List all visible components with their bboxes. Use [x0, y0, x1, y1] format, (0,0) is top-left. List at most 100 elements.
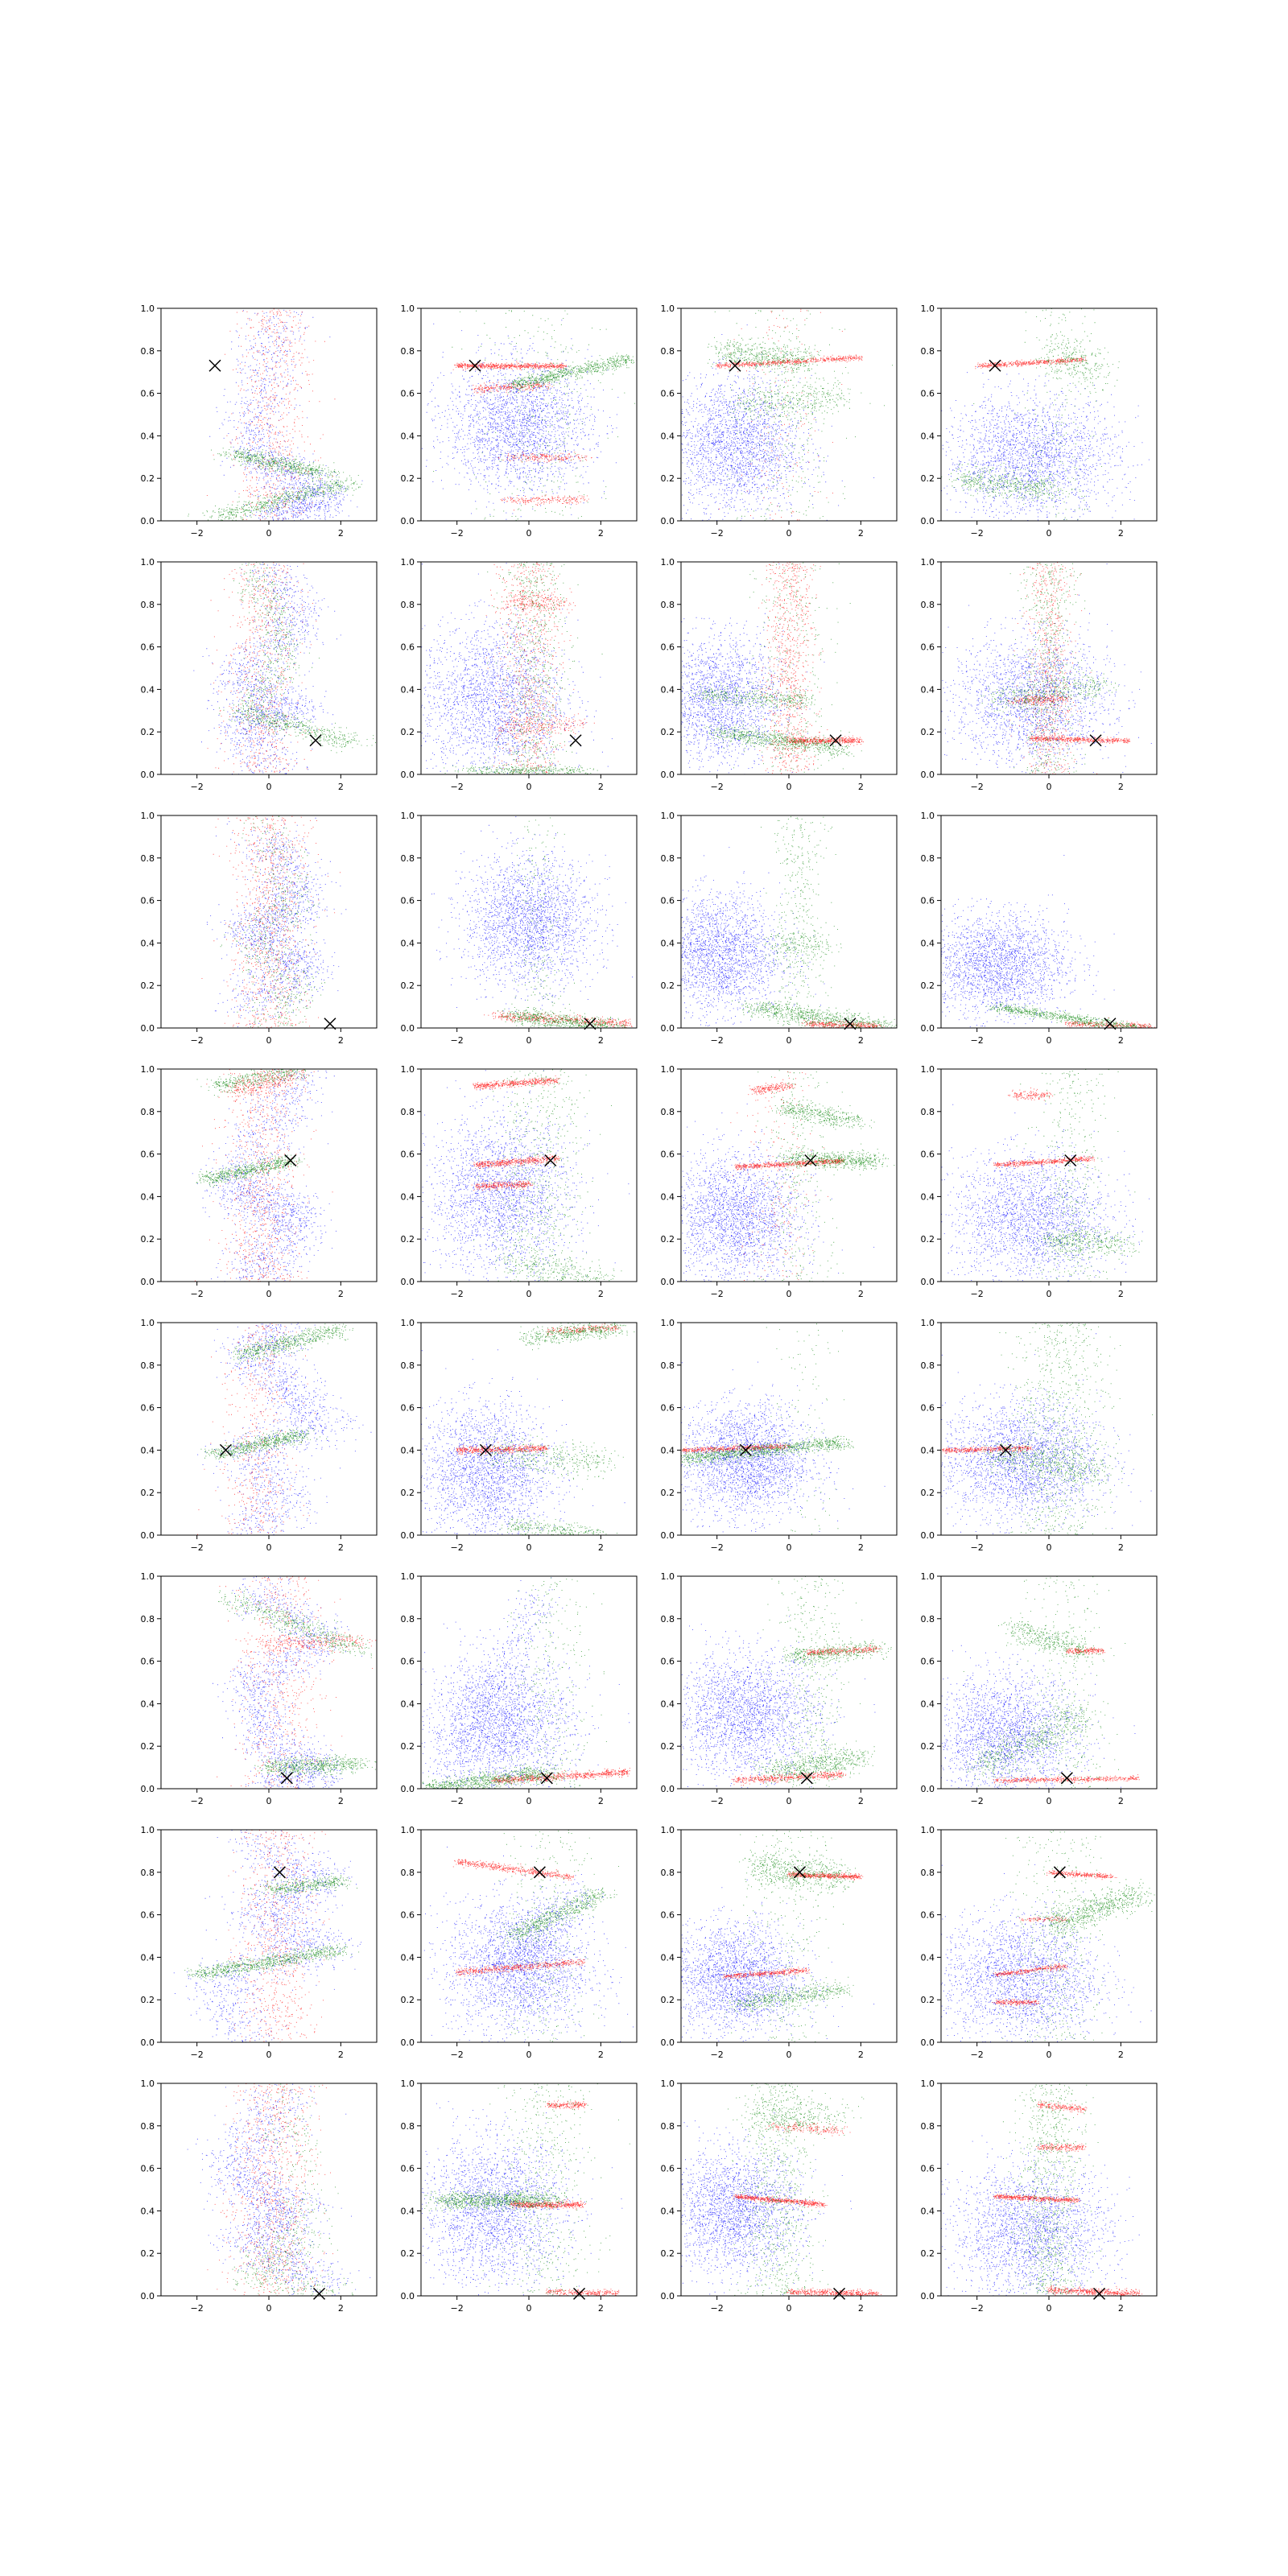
x-tick-label: −2 [191, 2303, 204, 2314]
x-tick-label: −2 [191, 1289, 204, 1299]
scatter-points [758, 562, 864, 775]
x-tick-label: 0 [786, 1289, 792, 1299]
y-tick-label: 1.0 [401, 2079, 415, 2089]
x-tick-label: −2 [191, 1035, 204, 1046]
subplot-r2-c3: −2 0 20.00.20.40.60.81.0 [661, 557, 898, 792]
subplot-r3-c4: −2 0 20.00.20.40.60.81.0 [921, 811, 1158, 1046]
subplot-r6-c1: −2 0 20.00.20.40.60.81.0 [141, 1571, 378, 1806]
y-tick-label: 0.4 [661, 1699, 675, 1709]
points-group [941, 1576, 1140, 1790]
x-tick-label: 0 [526, 782, 532, 792]
x-marker [834, 2288, 845, 2299]
x-tick-label: −2 [711, 2050, 724, 2060]
x-tick-label: 2 [858, 1542, 864, 1553]
scatter-points [941, 359, 1150, 521]
x-tick-label: 0 [266, 2303, 272, 2314]
x-marker [794, 1867, 805, 1878]
y-tick-label: 0.8 [661, 1868, 675, 1878]
x-tick-label: −2 [451, 528, 464, 539]
x-marker [281, 1773, 292, 1784]
y-tick-label: 0.8 [141, 1868, 155, 1878]
points-group [681, 1831, 874, 2043]
scatter-points [723, 1872, 863, 1980]
y-tick-label: 1.0 [661, 1064, 675, 1075]
points-group [421, 1323, 637, 1536]
axes-frame [941, 1830, 1157, 2042]
y-tick-label: 0.4 [921, 2206, 935, 2216]
y-tick-label: 0.6 [401, 642, 415, 653]
y-tick-label: 0.6 [401, 896, 415, 906]
x-tick-label: 2 [598, 528, 604, 539]
subplot-r1-c3: −2 0 20.00.20.40.60.81.0 [661, 303, 898, 539]
y-tick-label: 0.4 [401, 1191, 415, 1202]
axes-frame [161, 1830, 377, 2042]
points-group [202, 816, 347, 1029]
y-tick-label: 0.6 [401, 2164, 415, 2174]
y-tick-label: 0.0 [921, 2291, 935, 2301]
y-tick-label: 0.6 [921, 642, 935, 653]
subplot-r7-c1: −2 0 20.00.20.40.60.81.0 [141, 1825, 378, 2060]
y-tick-label: 0.2 [141, 2248, 155, 2259]
y-tick-label: 1.0 [921, 811, 935, 821]
y-tick-label: 0.6 [661, 1150, 675, 1160]
y-tick-label: 0.0 [661, 1530, 675, 1541]
points-group [681, 1576, 891, 1789]
y-tick-label: 0.6 [921, 1910, 935, 1921]
subplot-r3-c3: −2 0 20.00.20.40.60.81.0 [661, 811, 898, 1046]
y-tick-label: 0.4 [401, 1952, 415, 1963]
scatter-points [484, 1011, 632, 1029]
y-tick-label: 1.0 [401, 1571, 415, 1582]
y-tick-label: 0.6 [401, 1910, 415, 1921]
subplot-r1-c2: −2 0 20.00.20.40.60.81.0 [401, 303, 638, 539]
points-group [188, 2083, 370, 2297]
scatter-points [716, 309, 862, 520]
x-tick-label: 2 [598, 1542, 604, 1553]
y-tick-label: 1.0 [661, 811, 675, 821]
y-tick-label: 0.8 [921, 600, 935, 610]
x-tick-label: 0 [526, 1035, 532, 1046]
x-marker [570, 735, 581, 746]
scatter-points [197, 1323, 316, 1535]
x-tick-label: −2 [711, 1542, 724, 1553]
y-tick-label: 0.8 [921, 1107, 935, 1117]
x-tick-label: 2 [1118, 1542, 1124, 1553]
axes-frame [421, 2083, 637, 2296]
x-tick-label: 0 [1046, 782, 1052, 792]
x-tick-label: −2 [191, 528, 204, 539]
y-tick-label: 0.0 [921, 2037, 935, 2048]
y-tick-label: 1.0 [661, 1318, 675, 1328]
y-tick-label: 0.8 [141, 853, 155, 864]
scatter-points [424, 1846, 634, 2043]
x-tick-label: 0 [266, 1542, 272, 1553]
y-tick-label: 0.0 [661, 1023, 675, 1034]
x-tick-label: −2 [451, 2303, 464, 2314]
x-tick-label: −2 [971, 1796, 984, 1806]
subplot-r4-c1: −2 0 20.00.20.40.60.81.0 [141, 1064, 378, 1299]
x-tick-label: −2 [711, 1796, 724, 1806]
y-tick-label: 0.6 [401, 389, 415, 399]
axes-frame [161, 2083, 377, 2296]
axes-frame [681, 1830, 897, 2042]
axes-frame [941, 1069, 1157, 1282]
y-tick-label: 0.0 [401, 2037, 415, 2048]
x-tick-label: −2 [971, 1035, 984, 1046]
x-tick-label: −2 [711, 782, 724, 792]
y-tick-label: 0.6 [921, 1403, 935, 1414]
x-tick-label: −2 [191, 782, 204, 792]
scatter-points [209, 310, 362, 522]
scatter-points [208, 563, 320, 775]
y-tick-label: 0.8 [141, 2121, 155, 2132]
y-tick-label: 0.8 [921, 2121, 935, 2132]
y-tick-label: 0.2 [401, 473, 415, 484]
y-tick-label: 0.4 [921, 431, 935, 441]
subplot-r6-c4: −2 0 20.00.20.40.60.81.0 [921, 1571, 1158, 1806]
subplot-r6-c3: −2 0 20.00.20.40.60.81.0 [661, 1571, 898, 1806]
x-tick-label: −2 [451, 782, 464, 792]
y-tick-label: 0.2 [921, 2248, 935, 2259]
scatter-points [941, 1864, 1151, 2042]
axes-frame [681, 2083, 897, 2296]
scatter-points [941, 1333, 1151, 1535]
y-tick-label: 0.0 [661, 770, 675, 780]
y-tick-label: 0.8 [401, 2121, 415, 2132]
y-tick-label: 0.8 [661, 1107, 675, 1117]
